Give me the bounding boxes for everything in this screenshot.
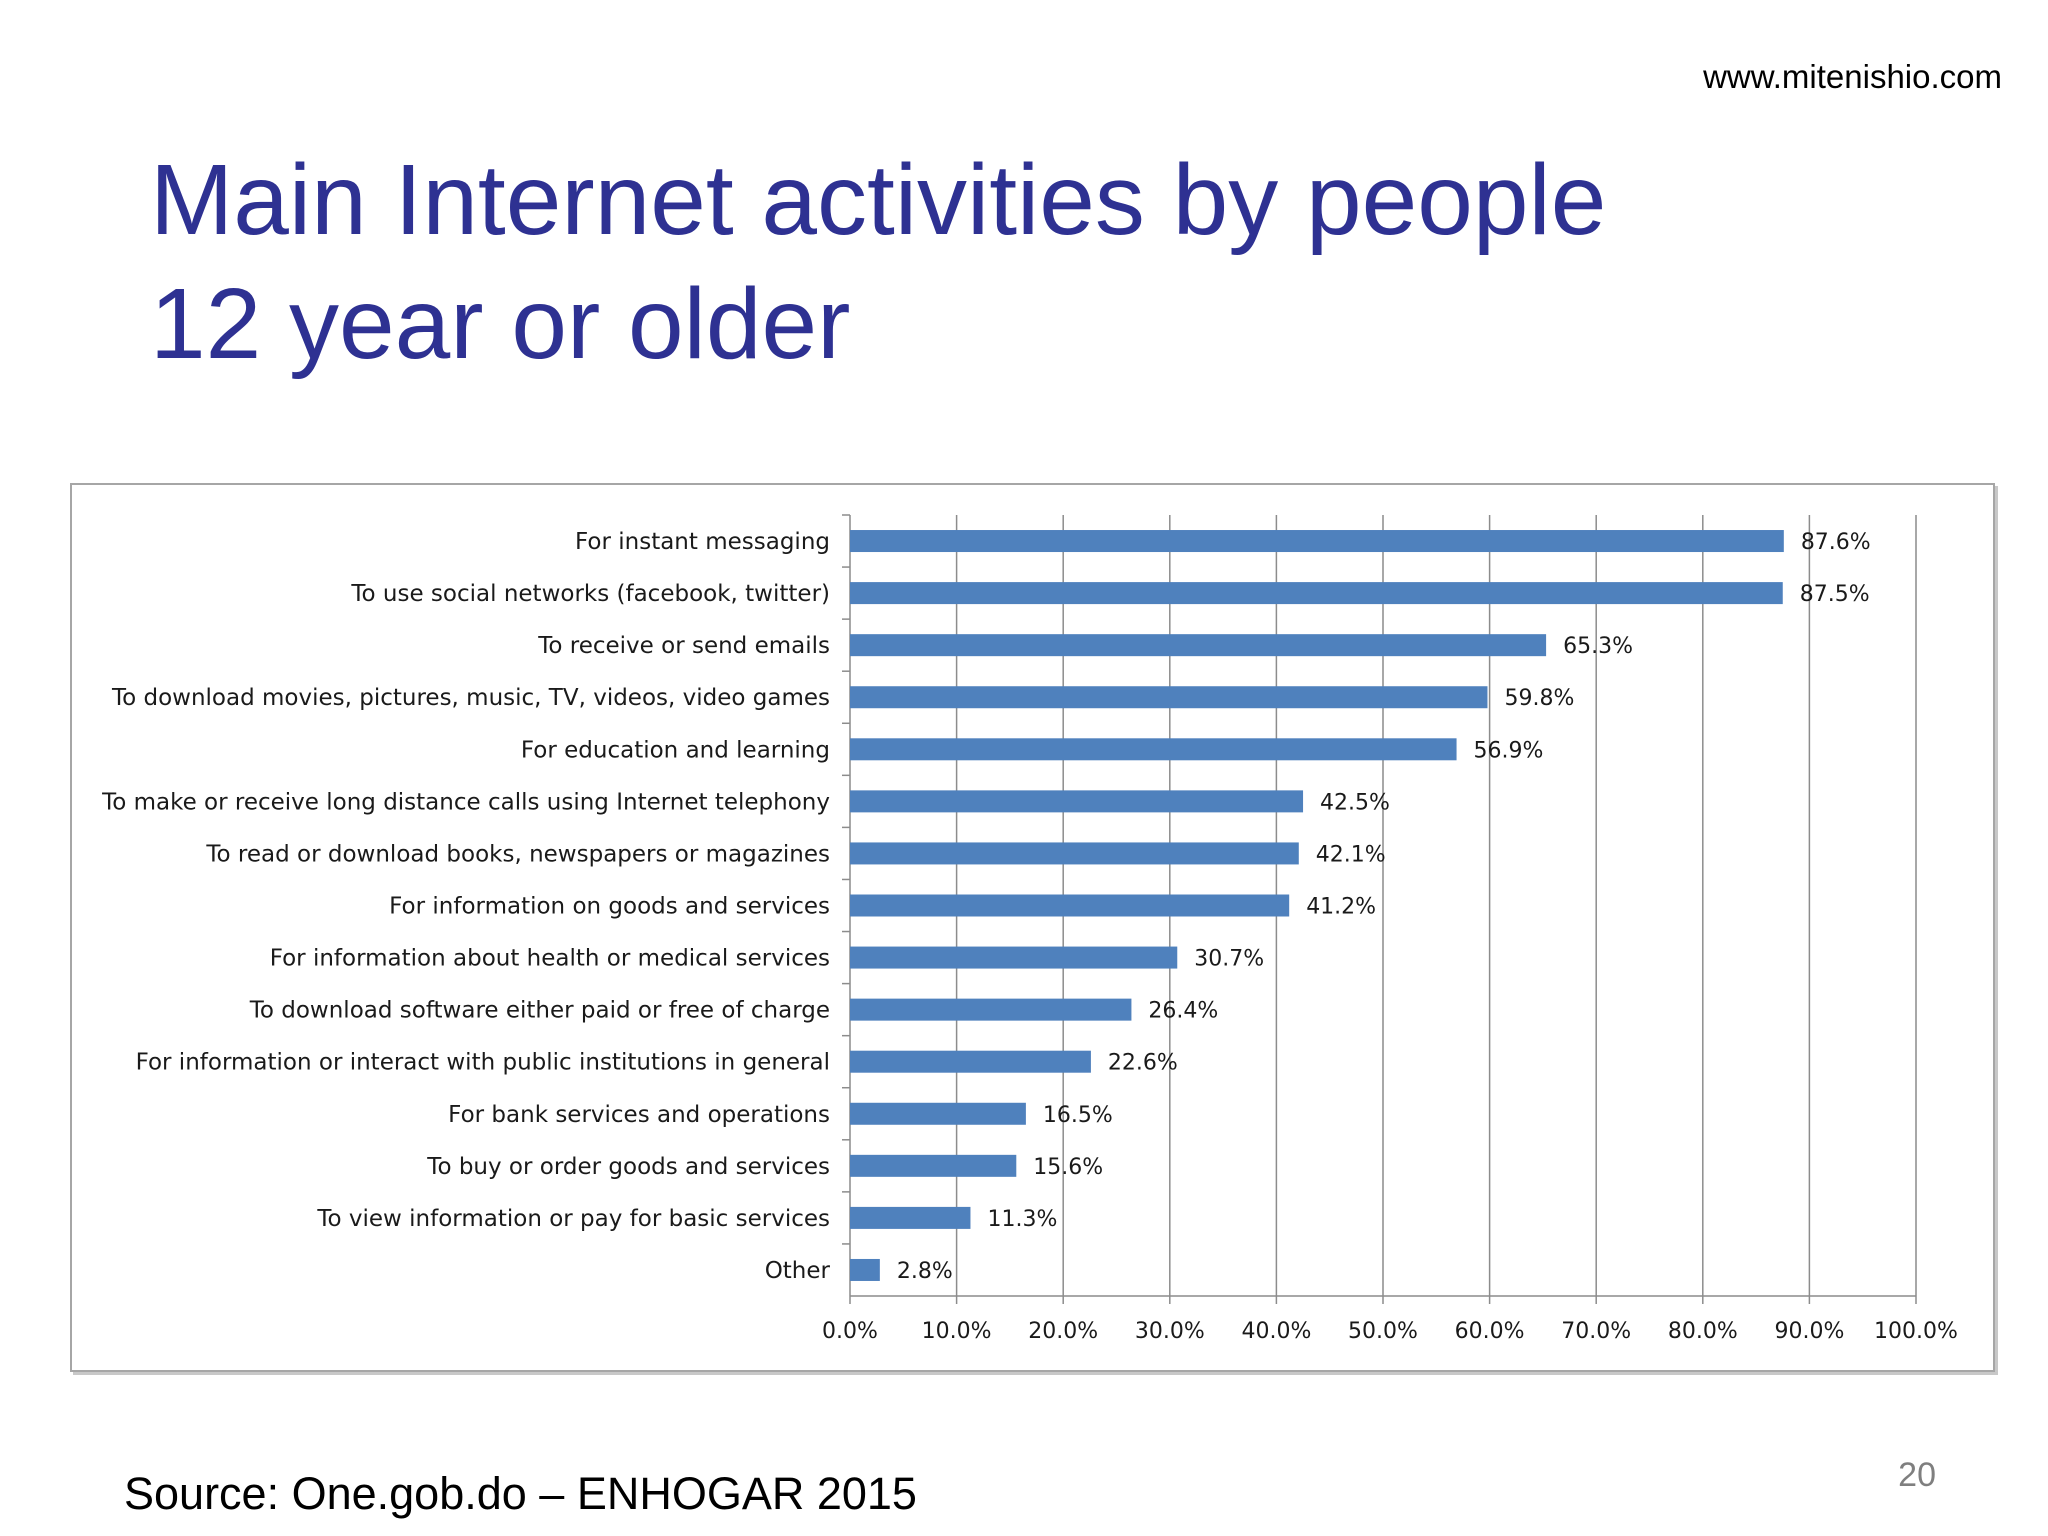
bar-5	[850, 790, 1304, 813]
category-label-5: To make or receive long distance calls u…	[101, 789, 830, 815]
x-tick-label-2: 20.0%	[1028, 1319, 1098, 1344]
bar-6	[850, 842, 1299, 865]
bar-7	[850, 894, 1290, 917]
chart-frame: 0.0% 10.0% 20.0% 30.0% 40.0% 50.0% 60.0% 70.0% 8…	[70, 483, 1995, 1372]
value-label-10: 22.6%	[1108, 1051, 1178, 1076]
value-label-7: 41.2%	[1306, 895, 1376, 920]
value-label-8: 30.7%	[1194, 947, 1264, 972]
bar-1	[850, 582, 1783, 605]
value-label-2: 65.3%	[1563, 634, 1633, 659]
value-label-9: 26.4%	[1148, 999, 1218, 1024]
bar-9	[850, 998, 1132, 1021]
category-label-13: To view information or pay for basic ser…	[316, 1206, 830, 1232]
bar-13	[850, 1206, 971, 1229]
bar-0	[850, 530, 1784, 553]
category-label-10: For information or interact with public …	[136, 1050, 830, 1076]
value-label-13: 11.3%	[987, 1207, 1057, 1232]
category-label-1: To use social networks (facebook, twitte…	[350, 581, 830, 607]
category-label-6: To read or download books, newspapers or…	[205, 841, 830, 867]
x-tick-label-7: 70.0%	[1561, 1319, 1631, 1344]
slide-title: Main Internet activities by people 12 ye…	[150, 138, 1606, 386]
x-tick-label-6: 60.0%	[1455, 1319, 1525, 1344]
x-tick-label-0: 0.0%	[822, 1319, 878, 1344]
bar-10	[850, 1050, 1091, 1073]
category-label-12: To buy or order goods and services	[426, 1154, 830, 1180]
value-label-1: 87.5%	[1800, 582, 1870, 607]
category-label-2: To receive or send emails	[537, 633, 830, 659]
bar-11	[850, 1102, 1026, 1125]
category-label-0: For instant messaging	[575, 529, 830, 555]
category-label-9: To download software either paid or free…	[249, 998, 830, 1024]
value-label-4: 56.9%	[1474, 738, 1544, 763]
title-line-2: 12 year or older	[150, 268, 851, 380]
x-tick-label-9: 90.0%	[1774, 1319, 1844, 1344]
bar-14	[850, 1258, 880, 1281]
value-label-3: 59.8%	[1504, 686, 1574, 711]
x-tick-label-5: 50.0%	[1348, 1319, 1418, 1344]
source-note: Source: One.gob.do – ENHOGAR 2015	[124, 1468, 917, 1519]
category-label-8: For information about health or medical …	[270, 946, 830, 972]
bar-8	[850, 946, 1178, 969]
x-tick-label-8: 80.0%	[1668, 1319, 1738, 1344]
value-label-14: 2.8%	[897, 1259, 953, 1284]
x-tick-label-1: 10.0%	[922, 1319, 992, 1344]
x-tick-label-3: 30.0%	[1135, 1319, 1205, 1344]
bar-chart: 0.0% 10.0% 20.0% 30.0% 40.0% 50.0% 60.0% 70.0% 8…	[101, 514, 1958, 1344]
category-label-11: For bank services and operations	[448, 1102, 830, 1128]
bar-3	[850, 686, 1488, 709]
value-label-11: 16.5%	[1043, 1103, 1113, 1128]
category-label-7: For information on goods and services	[389, 894, 830, 920]
bar-12	[850, 1154, 1017, 1177]
value-label-6: 42.1%	[1316, 842, 1386, 867]
category-label-14: Other	[765, 1258, 831, 1284]
bar-2	[850, 634, 1547, 657]
page-number: 20	[1898, 1456, 1936, 1494]
website-url: www.mitenishio.com	[1703, 58, 2002, 95]
x-tick-label-4: 40.0%	[1241, 1319, 1311, 1344]
value-label-5: 42.5%	[1320, 790, 1390, 815]
x-tick-label-10: 100.0%	[1874, 1319, 1958, 1344]
category-label-4: For education and learning	[521, 737, 830, 763]
bar-4	[850, 738, 1457, 761]
value-label-12: 15.6%	[1033, 1155, 1103, 1180]
category-label-3: To download movies, pictures, music, TV,…	[111, 685, 830, 711]
value-label-0: 87.6%	[1801, 530, 1871, 555]
title-line-1: Main Internet activities by people	[150, 144, 1607, 256]
